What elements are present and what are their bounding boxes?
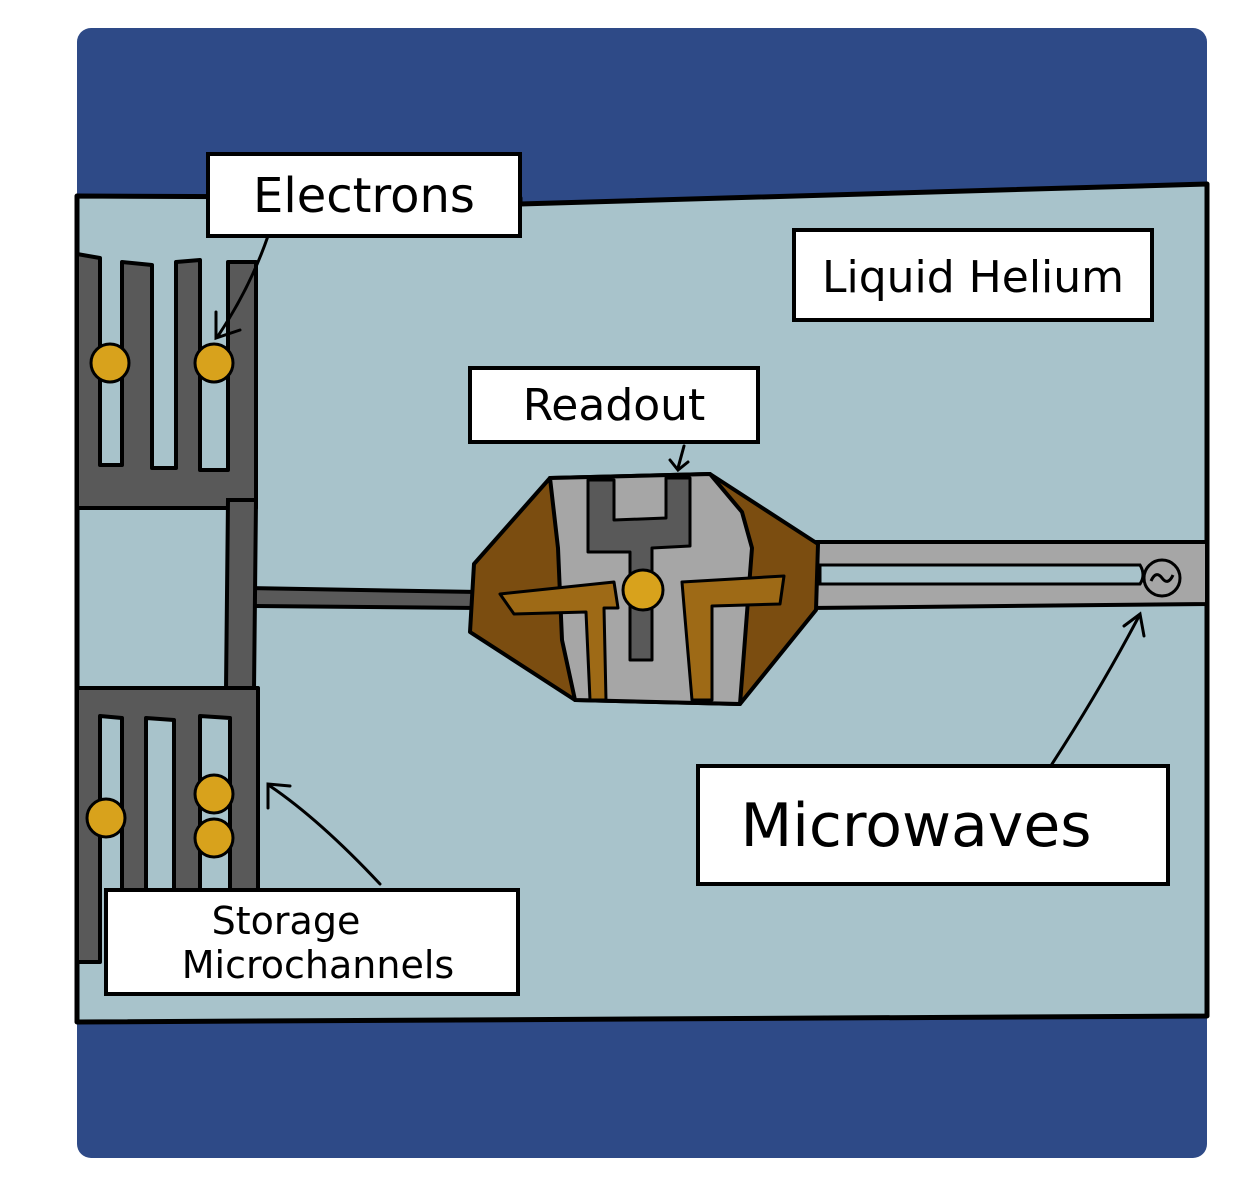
label-microwaves: Microwaves: [696, 764, 1170, 886]
label-readout: Readout: [468, 366, 760, 444]
electron: [193, 342, 235, 384]
annotation-arrows: [214, 234, 1146, 886]
readout-arrow: [676, 444, 686, 470]
electron: [89, 342, 131, 384]
label-storage-line2: Microchannels: [182, 943, 454, 987]
electron: [193, 773, 235, 815]
storage-arrowhead: [266, 782, 292, 810]
right-electrode: [680, 574, 786, 702]
electrons-arrowhead: [214, 310, 242, 341]
connection-channel: [246, 585, 480, 611]
label-liquid-helium-text: Liquid Helium: [822, 252, 1124, 303]
microwave-line: [808, 540, 1209, 611]
electrons-arrow: [216, 234, 270, 338]
electron: [85, 797, 127, 839]
label-microwaves-text: Microwaves: [740, 791, 1091, 861]
readout-arrowhead: [668, 458, 690, 473]
ac-source-icon: [1142, 558, 1182, 598]
label-storage-line1: Storage: [212, 899, 361, 943]
label-readout-text: Readout: [523, 380, 706, 431]
left-electrode: [498, 580, 620, 702]
storage-arrow: [268, 784, 382, 886]
electron: [621, 568, 665, 612]
label-electrons: Electrons: [206, 152, 522, 238]
electrons: [85, 342, 665, 859]
microwaves-arrowhead: [1122, 611, 1146, 638]
label-storage-microchannels: Storage Microchannels: [104, 888, 520, 996]
storage-comb-upper: [75, 252, 258, 510]
microwaves-arrow: [1050, 616, 1140, 766]
label-electrons-text: Electrons: [253, 168, 475, 224]
electron: [193, 817, 235, 859]
label-liquid-helium: Liquid Helium: [792, 228, 1154, 322]
storage-spine: [223, 498, 259, 692]
